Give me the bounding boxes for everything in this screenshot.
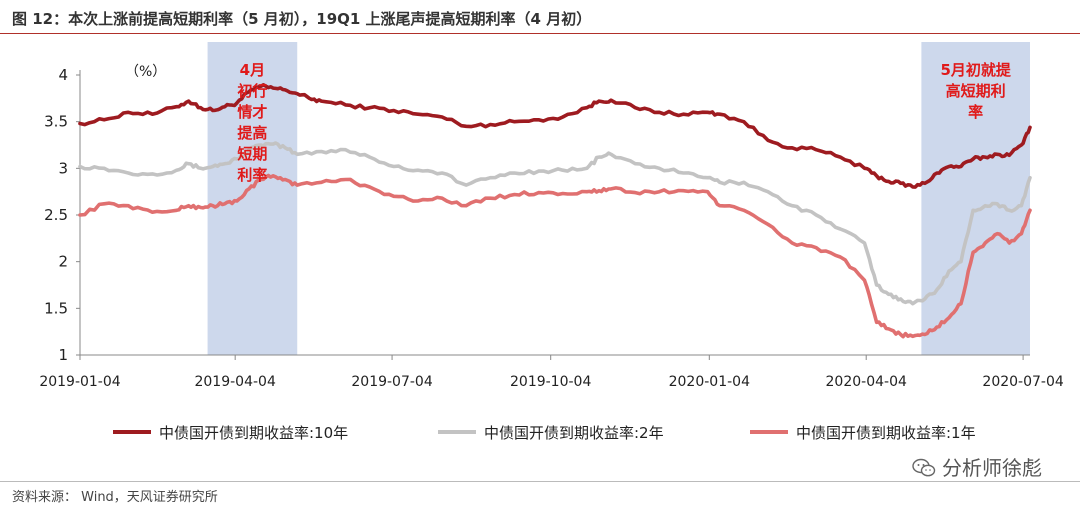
annotation-line: 4月 [239,61,266,79]
source-note: 资料来源： Wind，天风证券研究所 [12,490,218,505]
annotation-2019: 4月初行情才提高短期利率 [214,60,292,186]
y-tick-label: 4 [58,66,68,84]
series-line-1 [78,83,1032,189]
annotation-2020: 5月初就提高短期利率 [925,60,1026,123]
y-tick-label: 1 [58,346,68,364]
series-lines [78,83,1032,339]
x-tick-label: 2019-07-04 [351,374,432,390]
y-tick-label: 1.5 [44,299,68,317]
highlight-band-1 [207,42,298,355]
y-tick-label: 2 [58,253,68,271]
axes: 1 1.5 2 2.5 3 3.5 4 （%） 2019-01-04 2019-04-04 2019… [39,64,1064,390]
highlight-bands [207,42,1030,355]
x-tick-label: 2019-10-04 [510,374,591,390]
annotation-line: 5月初就提 [940,61,1011,79]
annotation-line: 高短期利 [945,82,1006,100]
annotation-line: 情才 [237,103,268,121]
annotation-line: 初行 [237,82,268,100]
legend: 中债国开债到期收益率:10年 中债国开债到期收益率:2年 中债国开债到期收益率:1年 [113,424,976,442]
x-tick-label: 2020-04-04 [826,374,907,390]
annotation-line: 利率 [237,166,268,184]
legend-label-2: 中债国开债到期收益率:2年 [484,424,664,442]
x-tick-label: 2019-01-04 [39,374,120,390]
title-rule [0,33,1080,34]
series-line-3 [78,173,1032,339]
watermark: 分析师徐彪 [912,452,1042,481]
chart-title: 图 12：本次上涨前提高短期利率（5 月初），19Q1 上涨尾声提高短期利率（4… [12,10,592,28]
series-line-2 [78,141,1032,306]
legend-label-1: 中债国开债到期收益率:10年 [159,424,348,442]
y-tick-label: 2.5 [44,206,68,224]
highlight-band-2 [921,42,1030,355]
legend-label-3: 中债国开债到期收益率:1年 [796,424,976,442]
wechat-icon [912,458,936,477]
footer-rule [0,481,1080,482]
y-tick-label: 3.5 [44,113,68,131]
watermark-text: 分析师徐彪 [942,456,1042,480]
annotation-line: 率 [968,103,984,121]
y-tick-label: 3 [58,159,68,177]
y-unit-label: （%） [125,64,166,80]
annotation-line: 短期 [237,145,268,163]
x-tick-label: 2020-01-04 [669,374,750,390]
x-tick-label: 2019-04-04 [194,374,275,390]
annotation-line: 提高 [237,124,268,142]
x-tick-label: 2020-07-04 [982,374,1063,390]
line-chart: 1 1.5 2 2.5 3 3.5 4 （%） 2019-01-04 2019-04-04 2019… [39,42,1064,442]
